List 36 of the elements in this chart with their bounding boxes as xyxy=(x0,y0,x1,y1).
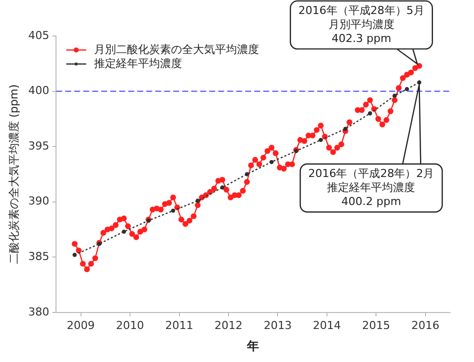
point xyxy=(392,94,397,98)
point xyxy=(404,86,410,92)
text: 月別平均濃度 xyxy=(328,18,394,31)
y-tick-label: 390 xyxy=(28,194,50,208)
annotation: 400.2 ppm xyxy=(341,194,402,208)
x-tick-label: 2010 xyxy=(116,318,144,332)
point xyxy=(244,172,250,176)
x-tick-label: 2011 xyxy=(165,318,194,332)
x-tick-label: 2015 xyxy=(362,318,390,332)
x-axis-title: 年 xyxy=(246,338,260,353)
point xyxy=(368,111,372,116)
annotation: 2016年（平成28年）2月 xyxy=(308,166,434,180)
x-tick-label: 2012 xyxy=(214,318,242,332)
point xyxy=(72,252,77,258)
y-axis-title: 二酸化炭素の全大気平均濃度 (ppm) xyxy=(7,84,20,264)
point xyxy=(343,126,348,131)
text: 2016年（平成28年）5月 xyxy=(298,4,424,17)
x-tick-label: 2014 xyxy=(312,318,341,332)
point xyxy=(269,160,274,164)
point xyxy=(196,198,200,203)
point xyxy=(122,230,126,234)
point xyxy=(220,185,224,190)
legend-label: 月別二酸化炭素の全大気平均濃度 xyxy=(94,42,260,56)
x-tick-label: 2009 xyxy=(66,318,95,332)
x-tick-label: 2013 xyxy=(264,318,292,332)
y-tick-label: 395 xyxy=(28,139,50,152)
y-tick-label: 405 xyxy=(28,28,50,42)
y-tick-label: 400 xyxy=(28,84,50,98)
point xyxy=(171,208,176,213)
y-tick-label: 385 xyxy=(28,250,50,263)
y-tick-label: 380 xyxy=(28,305,50,318)
annotation: 402.3 ppm xyxy=(332,32,392,45)
point xyxy=(318,138,323,142)
x-tick-label: 2016 xyxy=(411,318,440,332)
annotation: 推定経年平均濃度 xyxy=(327,180,416,194)
legend-label: 推定経年平均濃度 xyxy=(94,56,182,70)
